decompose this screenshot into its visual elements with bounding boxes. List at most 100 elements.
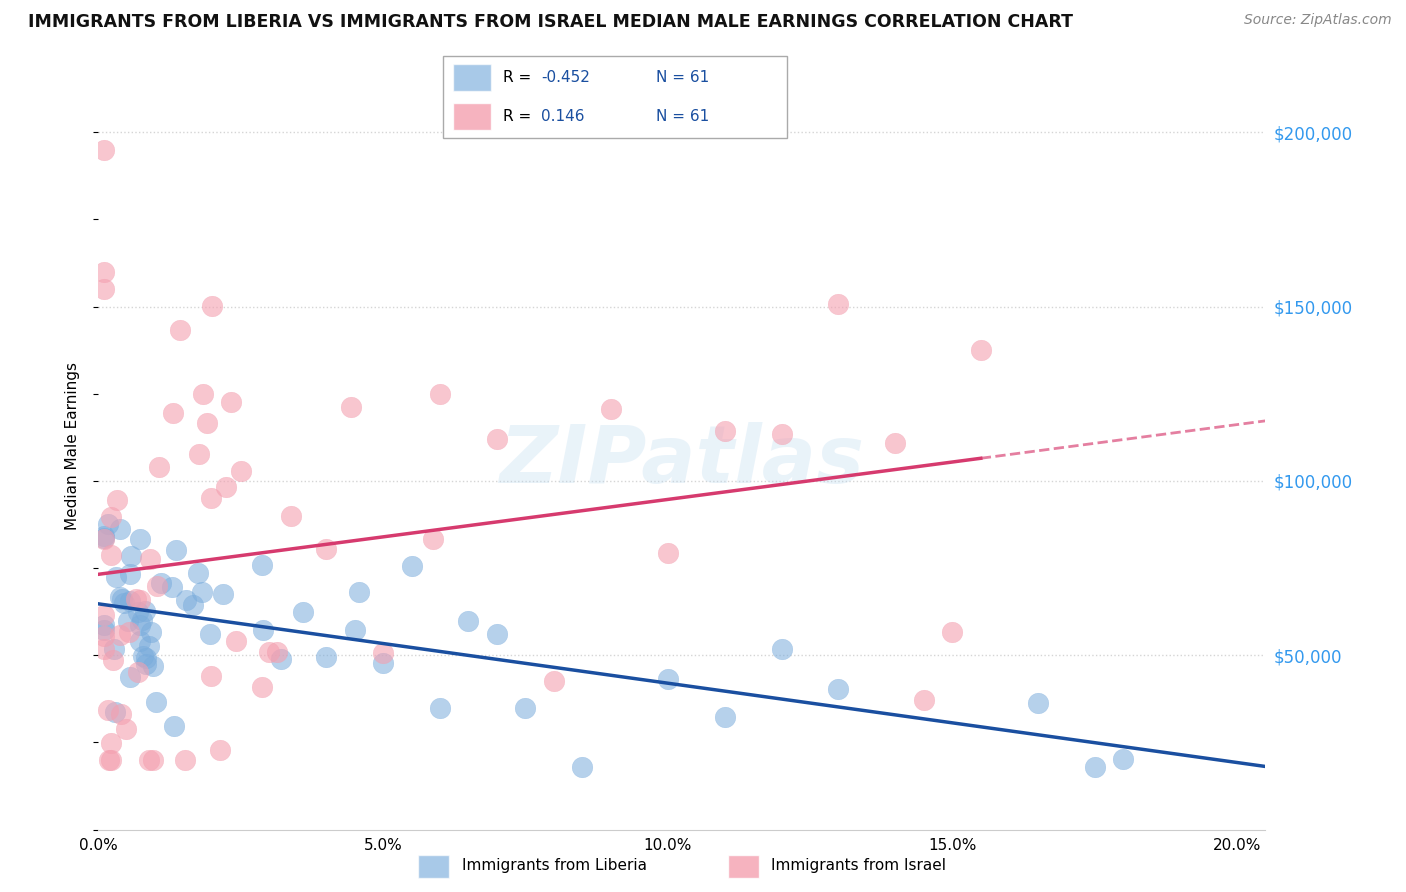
Point [105,492,128,507]
Point [347,585,370,599]
Point [146,579,169,593]
Point [713,424,735,438]
Text: R =: R = [503,109,536,124]
Point [713,710,735,724]
Point [252,624,274,638]
Point [93,265,115,279]
Point [827,681,849,696]
Point [195,416,218,430]
Point [118,594,141,608]
Point [93,531,115,545]
Text: N = 61: N = 61 [657,70,710,85]
FancyBboxPatch shape [443,56,787,138]
Point [93,629,115,643]
Point [139,552,162,566]
Point [142,658,165,673]
Point [103,653,125,667]
Point [93,282,115,296]
Text: -0.452: -0.452 [541,70,591,85]
Point [100,509,122,524]
Point [211,587,233,601]
Point [429,701,451,715]
Point [135,650,157,665]
Point [457,614,479,628]
Point [343,623,366,637]
Point [138,753,160,767]
Point [148,460,170,475]
Point [252,681,274,695]
Point [142,753,165,767]
Point [200,668,222,682]
Point [127,665,149,679]
Point [912,693,935,707]
Point [515,701,537,715]
Point [225,634,247,648]
Text: Immigrants from Israel: Immigrants from Israel [770,858,946,872]
Point [129,532,152,546]
Point [120,549,142,563]
Point [187,566,209,580]
Point [174,593,197,607]
Point [100,753,122,767]
Point [115,722,138,736]
Point [128,618,150,632]
Point [93,617,115,632]
Point [127,606,149,620]
Point [181,599,204,613]
Point [371,647,394,661]
Point [280,508,302,523]
Text: R =: R = [503,70,536,85]
Point [93,143,115,157]
Point [117,615,139,629]
Point [135,657,157,671]
Point [100,736,122,750]
Point [215,480,238,494]
Point [200,491,222,505]
Point [150,576,173,591]
Point [160,580,183,594]
Point [371,657,394,671]
Point [543,673,565,688]
Point [315,650,337,665]
Point [201,299,224,313]
Point [110,522,132,536]
Point [941,624,963,639]
Point [98,753,121,767]
Point [270,652,292,666]
Point [208,742,231,756]
Point [110,628,132,642]
Point [257,645,280,659]
Point [429,386,451,401]
Bar [419,855,450,878]
Point [162,406,184,420]
Y-axis label: Median Male Earnings: Median Male Earnings [65,362,80,530]
Point [125,592,148,607]
Point [108,590,131,604]
Point [93,642,115,657]
Point [188,447,211,461]
Text: Immigrants from Liberia: Immigrants from Liberia [461,858,647,872]
Point [252,558,274,573]
Text: Source: ZipAtlas.com: Source: ZipAtlas.com [1244,13,1392,28]
Point [110,706,132,721]
Point [198,627,221,641]
Point [422,533,444,547]
Point [266,645,288,659]
Point [131,613,153,627]
Point [1026,696,1049,710]
Point [97,517,120,532]
Point [129,592,152,607]
Point [970,343,993,357]
Point [118,625,141,640]
Point [339,400,361,414]
Point [174,753,197,767]
Bar [728,855,759,878]
Point [770,427,793,442]
Bar [453,64,491,92]
Point [163,719,186,733]
Point [292,605,315,619]
Point [165,542,187,557]
Point [884,435,907,450]
Point [97,702,120,716]
Point [93,533,115,547]
